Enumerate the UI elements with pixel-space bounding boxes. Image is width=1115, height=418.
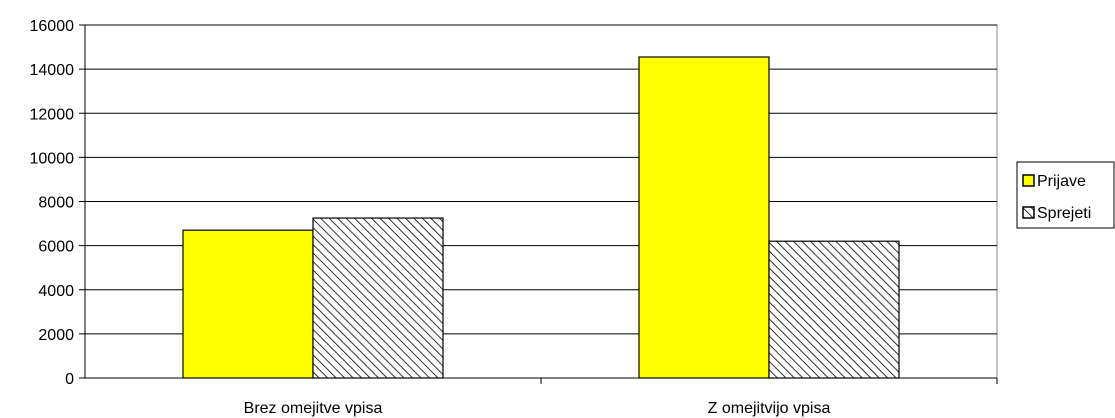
y-tick-label: 8000 [38,195,74,212]
legend-label-prijave: Prijave [1037,173,1086,190]
bars [182,56,900,379]
x-tick-label: Z omejitvijo vpisa [708,400,831,417]
y-tick-label: 10000 [30,150,75,167]
y-axis-ticks: 0 2000 4000 6000 8000 10000 12000 14000 16000 [30,18,85,388]
y-tick-label: 4000 [38,283,74,300]
y-tick-label: 16000 [30,18,75,35]
bar-sprejeti-0 [312,217,444,379]
y-tick-label: 14000 [30,62,75,79]
x-axis-labels: Brez omejitve vpisa Z omejitvijo vpisa [244,400,831,417]
legend-swatch-prijave [1022,174,1035,187]
y-tick-label: 2000 [38,327,74,344]
y-tick-label: 12000 [30,106,75,123]
x-tick-label: Brez omejitve vpisa [244,400,383,417]
bar-prijave-0 [182,229,314,379]
y-tick-label: 6000 [38,239,74,256]
bar-sprejeti-1 [768,240,900,379]
bar-prijave-1 [638,56,770,379]
y-tick-label: 0 [65,371,74,388]
legend-label-sprejeti: Sprejeti [1037,205,1091,222]
legend-swatch-sprejeti [1022,206,1035,219]
legend: Prijave Sprejeti [1016,161,1115,229]
